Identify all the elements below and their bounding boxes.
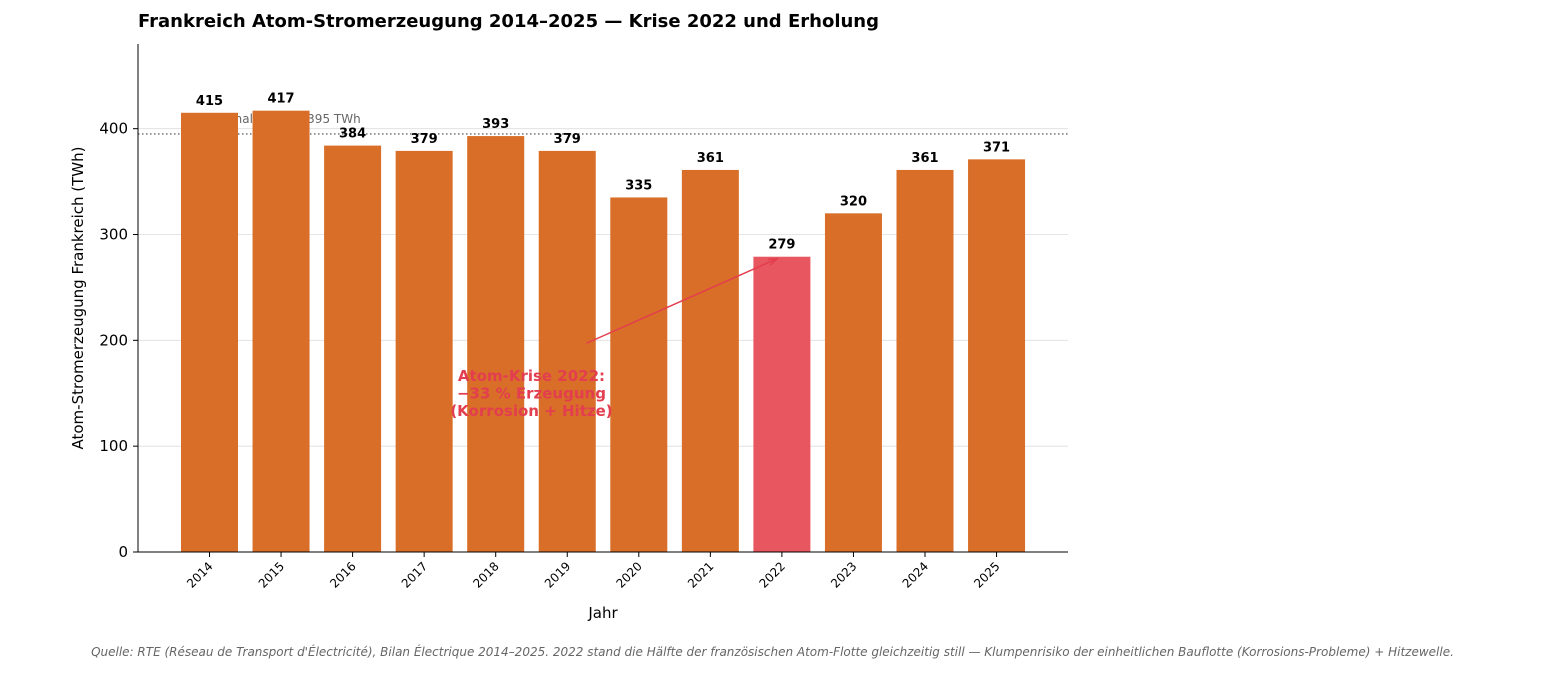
annotation-text-line: −33 % Erzeugung	[457, 384, 606, 402]
chart-title: Frankreich Atom-Stromerzeugung 2014–2025…	[138, 11, 879, 32]
x-tick-label: 2014	[184, 559, 215, 590]
x-tick-label: 2024	[900, 559, 931, 590]
data-label-2019: 379	[554, 132, 581, 147]
x-tick-label: 2025	[971, 559, 1002, 590]
bar-2019	[538, 150, 596, 552]
bar-2023	[824, 213, 882, 553]
data-label-2016: 384	[339, 127, 366, 142]
y-tick-label: 200	[99, 331, 128, 349]
bars	[181, 110, 1026, 553]
bar-2016	[324, 145, 382, 552]
x-axis-label: Jahr	[587, 604, 618, 622]
data-label-2023: 320	[840, 194, 867, 209]
data-label-2021: 361	[697, 151, 724, 166]
data-label-2024: 361	[911, 151, 938, 166]
y-axis-label: Atom-Stromerzeugung Frankreich (TWh)	[69, 147, 87, 450]
annotation-text-line: (Korrosion + Hitze)	[450, 402, 612, 420]
x-tick-label: 2015	[256, 559, 287, 590]
annotation-text-line: Atom-Krise 2022:	[458, 367, 605, 385]
annotation-arrow	[586, 258, 778, 344]
data-labels: 415 417 384 379 393 379 335 361 279 320 361 371	[196, 92, 1010, 253]
data-label-2020: 335	[625, 178, 652, 193]
x-tick-label: 2023	[828, 559, 859, 590]
source-caption: Quelle: RTE (Réseau de Transport d'Élect…	[91, 645, 1454, 659]
data-label-2025: 371	[983, 140, 1010, 155]
x-tick-label: 2019	[542, 559, 573, 590]
bar-2024	[896, 169, 954, 553]
bar-2014	[181, 112, 238, 553]
y-ticks: 0 100 200 300 400	[99, 120, 138, 561]
y-tick-label: 100	[99, 437, 128, 455]
data-label-2018: 393	[482, 117, 509, 132]
bar-2025	[968, 159, 1026, 552]
y-tick-label: 300	[99, 226, 128, 244]
bar-2015	[252, 110, 310, 553]
data-label-2022: 279	[768, 238, 795, 253]
data-label-2014: 415	[196, 94, 223, 109]
bar-2021	[681, 169, 739, 553]
x-tick-label: 2021	[685, 559, 716, 590]
x-tick-label: 2017	[399, 559, 430, 590]
x-tick-label: 2018	[470, 559, 501, 590]
x-tick-label: 2022	[757, 559, 788, 590]
y-tick-label: 0	[118, 543, 128, 561]
bar-2017	[395, 150, 453, 552]
bar-2018	[467, 136, 525, 552]
bar-2022	[753, 256, 811, 552]
annotation-arrowhead	[767, 257, 779, 266]
x-tick-label: 2016	[327, 559, 358, 590]
data-label-2017: 379	[411, 132, 438, 147]
data-label-2015: 417	[267, 92, 294, 107]
bar-2020	[610, 197, 668, 553]
y-tick-label: 400	[99, 120, 128, 138]
x-tick-label: 2020	[613, 559, 644, 590]
x-ticks: 2014 2015 2016 2017 2018 2019 2020 2021 2022 2023…	[184, 552, 1003, 591]
annotation: Atom-Krise 2022:−33 % Erzeugung(Korrosio…	[450, 257, 779, 420]
